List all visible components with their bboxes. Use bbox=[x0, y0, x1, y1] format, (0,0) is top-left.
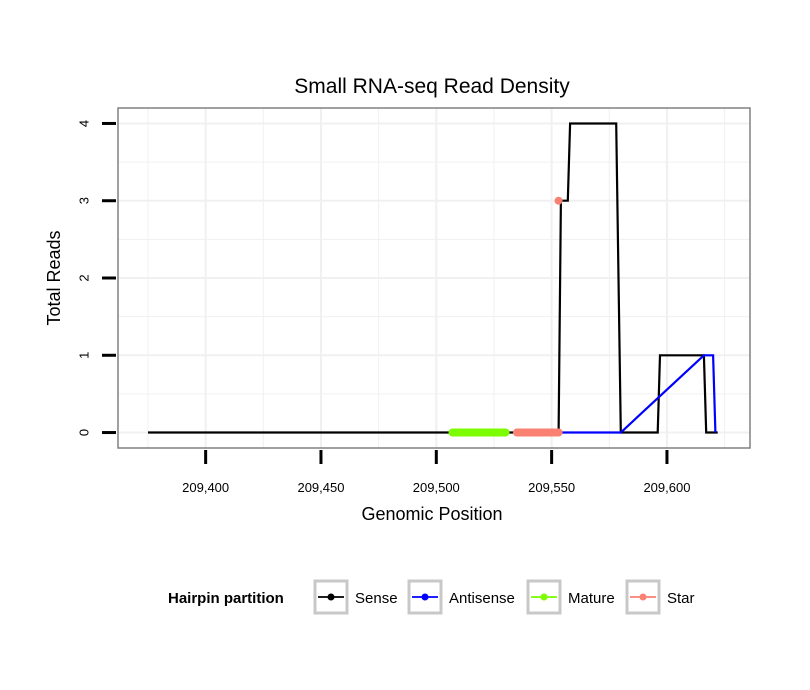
legend-label: Star bbox=[667, 590, 695, 607]
legend-label: Sense bbox=[355, 590, 398, 607]
x-tick-label: 209,550 bbox=[528, 480, 575, 495]
y-tick-label: 1 bbox=[77, 352, 92, 359]
x-tick-label: 209,500 bbox=[413, 480, 460, 495]
legend-label: Mature bbox=[568, 590, 615, 607]
x-axis: 209,400 209,450 209,500 209,550 209,600 bbox=[182, 450, 690, 495]
data-point-star bbox=[554, 196, 563, 205]
legend-key-point bbox=[639, 593, 647, 601]
chart-title: Small RNA-seq Read Density bbox=[294, 75, 570, 98]
plot-border bbox=[117, 107, 751, 449]
y-tick-label: 2 bbox=[77, 274, 92, 281]
grid-lines bbox=[118, 108, 750, 448]
legend: Hairpin partition Sense Antisense Mature St… bbox=[168, 579, 695, 615]
y-tick-label: 3 bbox=[77, 197, 92, 204]
series-lines bbox=[148, 122, 718, 437]
x-tick-label: 209,400 bbox=[182, 480, 229, 495]
legend-title: Hairpin partition bbox=[168, 590, 284, 607]
series-line-sense bbox=[148, 122, 718, 434]
legend-key-point bbox=[540, 593, 548, 601]
legend-entry-star: Star bbox=[625, 579, 695, 615]
legend-key-point bbox=[421, 593, 429, 601]
legend-key-point bbox=[327, 593, 335, 601]
y-tick-label: 0 bbox=[77, 429, 92, 436]
y-tick-label: 4 bbox=[77, 120, 92, 127]
x-tick-label: 209,450 bbox=[297, 480, 344, 495]
series-line-antisense bbox=[558, 354, 717, 434]
series-points bbox=[554, 196, 563, 205]
legend-label: Antisense bbox=[449, 590, 515, 607]
y-axis-label: Total Reads bbox=[44, 230, 64, 325]
y-axis: 0 1 2 3 4 bbox=[77, 120, 116, 436]
legend-entry-sense: Sense bbox=[313, 579, 398, 615]
legend-entry-antisense: Antisense bbox=[407, 579, 515, 615]
x-axis-label: Genomic Position bbox=[361, 504, 502, 524]
x-tick-label: 209,600 bbox=[643, 480, 690, 495]
legend-entry-mature: Mature bbox=[526, 579, 615, 615]
